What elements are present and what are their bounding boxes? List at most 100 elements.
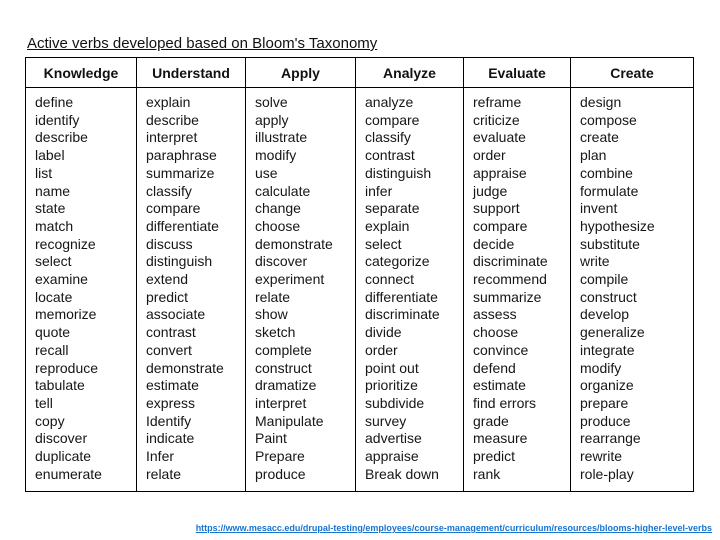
- column-header-analyze: Analyze: [355, 57, 464, 88]
- verb-item: rearrange: [580, 430, 641, 447]
- verb-item: prioritize: [365, 377, 418, 394]
- verb-item: illustrate: [255, 129, 308, 146]
- verb-item: classify: [146, 182, 192, 199]
- verb-item: sketch: [255, 324, 296, 341]
- verb-item: formulate: [580, 182, 639, 199]
- verb-item: Manipulate: [255, 412, 324, 429]
- verb-item: examine: [35, 271, 88, 288]
- verb-item: produce: [580, 412, 631, 429]
- verb-item: dramatize: [255, 377, 317, 394]
- verb-item: Identify: [146, 412, 192, 429]
- verb-item: quote: [35, 324, 71, 341]
- verb-item: calculate: [255, 182, 311, 199]
- verb-item: judge: [473, 182, 508, 199]
- verb-item: write: [580, 253, 610, 270]
- verb-item: differentiate: [146, 217, 219, 234]
- verb-item: create: [580, 129, 619, 146]
- verb-item: compare: [146, 200, 201, 217]
- column-header-apply: Apply: [245, 57, 356, 88]
- verb-item: describe: [146, 111, 199, 128]
- verb-item: convince: [473, 341, 529, 358]
- verb-item: rank: [473, 465, 501, 482]
- verb-item: convert: [146, 341, 192, 358]
- verb-item: explain: [365, 217, 410, 234]
- verbs-cell-knowledge: define identify describe label list name state…: [25, 86, 137, 493]
- verb-item: solve: [255, 94, 288, 110]
- verb-item: apply: [255, 111, 289, 128]
- verb-item: use: [255, 164, 278, 181]
- verb-item: order: [365, 341, 398, 358]
- column-header-create: Create: [570, 57, 694, 88]
- verb-item: advertise: [365, 430, 422, 447]
- verb-item: appraise: [473, 164, 527, 181]
- verb-item: compare: [473, 217, 528, 234]
- verb-item: assess: [473, 306, 517, 323]
- column-header-evaluate: Evaluate: [463, 57, 571, 88]
- verb-item: extend: [146, 271, 189, 288]
- verb-item: recall: [35, 341, 69, 358]
- verb-item: discover: [35, 430, 88, 447]
- verb-item: discriminate: [473, 253, 548, 270]
- verb-item: distinguish: [365, 164, 432, 181]
- verb-item: reproduce: [35, 359, 99, 376]
- verb-item: estimate: [473, 377, 526, 394]
- verb-item: enumerate: [35, 465, 102, 482]
- verb-item: subdivide: [365, 394, 425, 411]
- verb-item: relate: [146, 465, 182, 482]
- verb-item: reframe: [473, 94, 522, 110]
- verb-item: choose: [473, 324, 519, 341]
- verb-item: grade: [473, 412, 509, 429]
- column-header-knowledge: Knowledge: [25, 57, 137, 88]
- verb-item: decide: [473, 235, 515, 252]
- verb-item: summarize: [473, 288, 542, 305]
- verb-item: role-play: [580, 465, 634, 482]
- verb-item: classify: [365, 129, 411, 146]
- verb-item: distinguish: [146, 253, 213, 270]
- verb-item: state: [35, 200, 66, 217]
- verb-item: tell: [35, 394, 53, 411]
- verb-item: criticize: [473, 111, 520, 128]
- verb-item: demonstrate: [255, 235, 333, 252]
- verb-item: predict: [473, 448, 516, 465]
- verb-item: compile: [580, 271, 629, 288]
- verb-item: explain: [146, 94, 191, 110]
- verb-item: contrast: [365, 147, 415, 164]
- verb-item: memorize: [35, 306, 97, 323]
- verb-item: defend: [473, 359, 516, 376]
- verbs-cell-evaluate: reframe criticize evaluate order appraise jud…: [463, 86, 571, 493]
- verb-item: differentiate: [365, 288, 438, 305]
- verb-item: summarize: [146, 164, 215, 181]
- verb-item: prepare: [580, 394, 629, 411]
- verb-item: locate: [35, 288, 73, 305]
- table-header-row: Knowledge Understand Apply Analyze Evaluate C…: [25, 57, 694, 88]
- verb-item: list: [35, 164, 53, 181]
- verb-item: modify: [580, 359, 622, 376]
- verb-item: develop: [580, 306, 630, 323]
- verb-item: contrast: [146, 324, 196, 341]
- verb-item: name: [35, 182, 71, 199]
- verb-item: produce: [255, 465, 306, 482]
- verb-item: paraphrase: [146, 147, 217, 164]
- page-title: Active verbs developed based on Bloom's …: [27, 35, 378, 52]
- verb-item: categorize: [365, 253, 430, 270]
- verb-item: interpret: [255, 394, 307, 411]
- verb-item: survey: [365, 412, 407, 429]
- verb-item: tabulate: [35, 377, 85, 394]
- verb-item: associate: [146, 306, 206, 323]
- source-link[interactable]: https://www.mesacc.edu/drupal-testing/em…: [195, 523, 712, 533]
- verb-item: construct: [255, 359, 312, 376]
- verb-item: discuss: [146, 235, 193, 252]
- verb-item: copy: [35, 412, 65, 429]
- verb-item: experiment: [255, 271, 325, 288]
- verb-item: Break down: [365, 465, 439, 482]
- verb-item: integrate: [580, 341, 635, 358]
- verbs-cell-understand: explain describe interpret paraphrase summar…: [136, 86, 246, 493]
- verb-item: recommend: [473, 271, 547, 288]
- verb-item: measure: [473, 430, 528, 447]
- verb-item: plan: [580, 147, 607, 164]
- verb-item: define: [35, 94, 74, 110]
- table-body-row: define identify describe label list name state…: [25, 86, 694, 493]
- verb-item: estimate: [146, 377, 199, 394]
- verb-item: recognize: [35, 235, 96, 252]
